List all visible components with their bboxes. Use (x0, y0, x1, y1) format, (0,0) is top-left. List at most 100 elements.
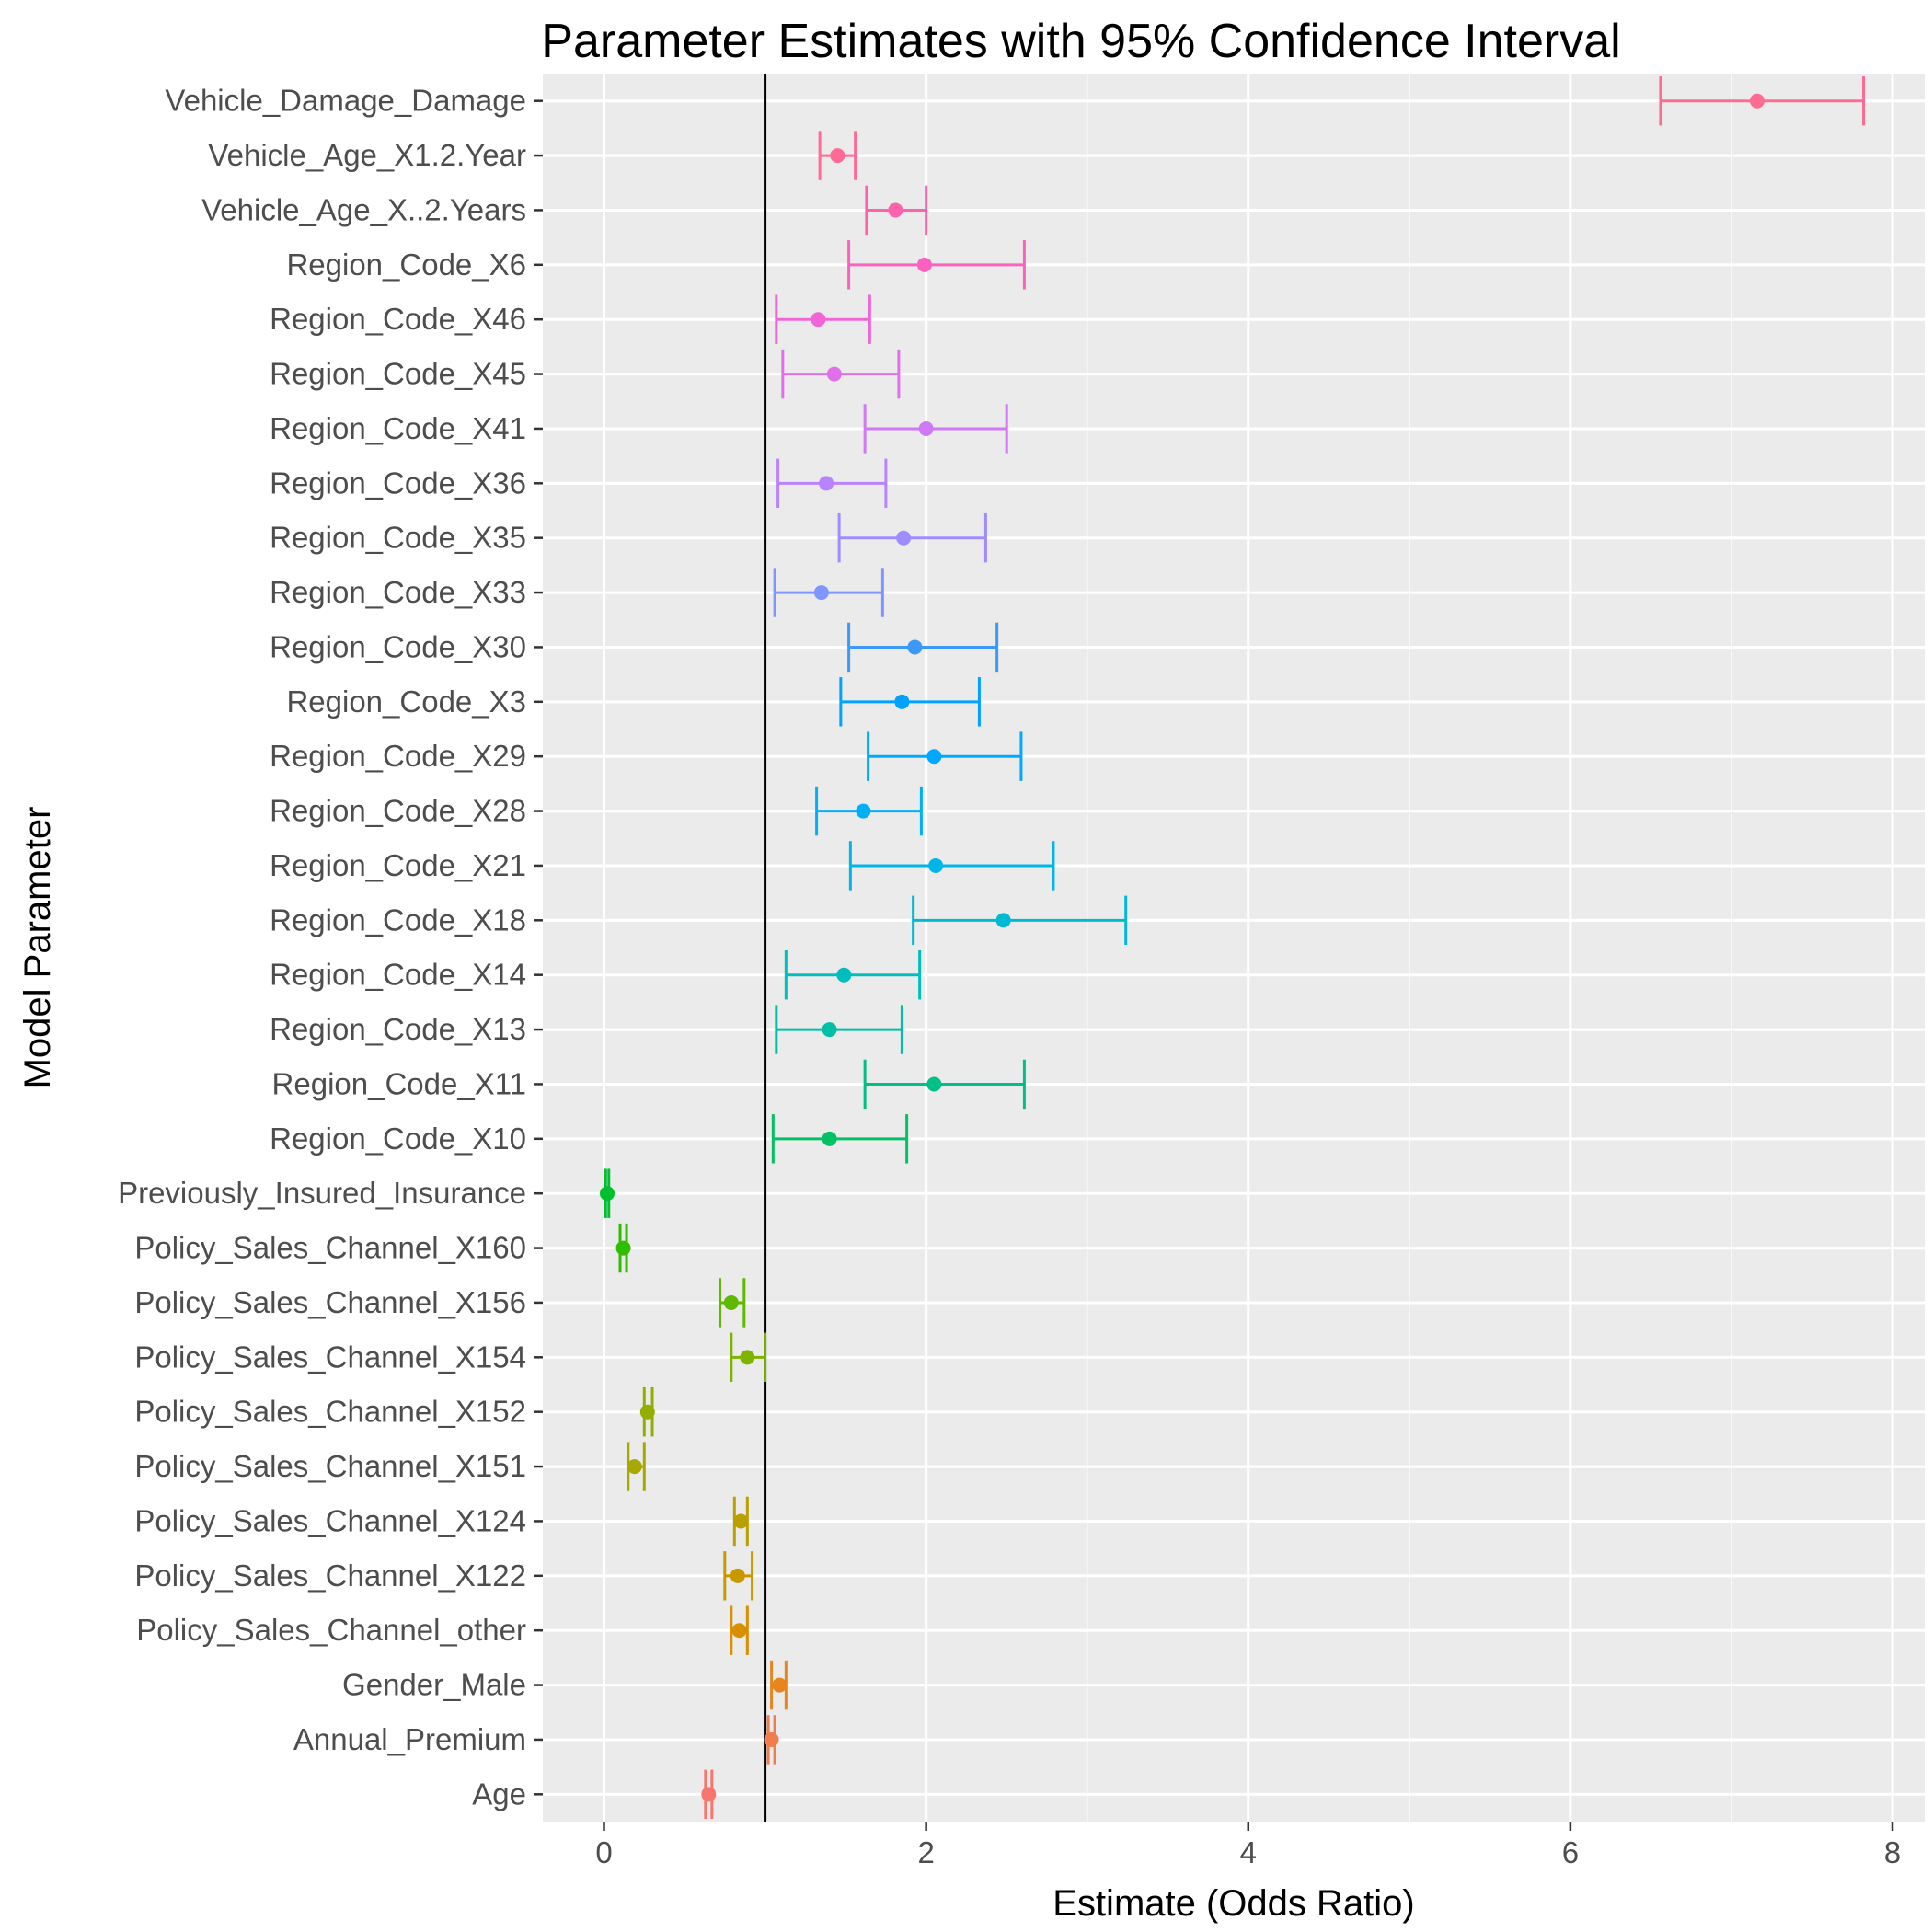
y-tick-label: Vehicle_Age_X..2.Years (201, 192, 526, 226)
y-tick-label: Region_Code_X21 (270, 848, 526, 882)
y-axis-labels: Age Annual_Premium Gender_Male Policy_Sales… (118, 84, 543, 1811)
error-bar-Region_Code_X30 (847, 622, 999, 673)
error-bar-Region_Code_X21 (848, 841, 1055, 891)
error-bar-Region_Code_X13 (775, 1005, 903, 1054)
estimate-point (723, 1294, 739, 1310)
error-bar-Age (701, 1769, 717, 1820)
x-tick-label: 2 (917, 1835, 934, 1869)
error-bar-Region_Code_X11 (863, 1059, 1026, 1110)
estimate-point (916, 257, 932, 272)
y-tick-label: Policy_Sales_Channel_X154 (134, 1340, 526, 1374)
x-axis: 0 2 4 6 8 (595, 1822, 1901, 1869)
y-tick-label: Policy_Sales_Channel_X124 (134, 1503, 526, 1537)
error-bar-Region_Code_X10 (771, 1114, 909, 1164)
y-tick-label: Region_Code_X46 (270, 302, 526, 336)
y-tick-label: Region_Code_X36 (270, 466, 526, 500)
estimate-point (826, 366, 842, 382)
estimate-point (928, 857, 944, 873)
estimate-point (907, 639, 923, 655)
y-tick-label: Policy_Sales_Channel_X152 (134, 1395, 526, 1429)
error-bar-Vehicle_Age_X..2.Years (865, 185, 928, 236)
estimate-point (733, 1513, 749, 1529)
y-tick-label: Region_Code_X10 (270, 1121, 526, 1156)
estimate-point (926, 749, 942, 765)
error-bar-Previously_Insured_Insurance (600, 1168, 615, 1218)
estimate-point (764, 1731, 779, 1747)
x-tick-label: 6 (1562, 1835, 1579, 1869)
error-bar-Policy_Sales_Channel_X154 (730, 1332, 767, 1383)
y-tick-label: Policy_Sales_Channel_X160 (134, 1231, 526, 1265)
y-tick-label: Region_Code_X11 (272, 1066, 526, 1100)
estimate-point (740, 1350, 755, 1365)
y-tick-label: Region_Code_X13 (270, 1012, 526, 1046)
error-bar-Region_Code_X6 (847, 240, 1026, 290)
error-bar-Region_Code_X3 (839, 677, 981, 727)
estimate-point (856, 803, 871, 819)
error-bar-Region_Code_X41 (863, 404, 1008, 454)
x-axis-title: Estimate (Odds Ratio) (1052, 1883, 1414, 1924)
error-bar-Policy_Sales_Channel_X124 (732, 1496, 749, 1547)
error-bar-Vehicle_Age_X1.2.Year (818, 131, 857, 180)
y-tick-label: Policy_Sales_Channel_other (136, 1613, 526, 1647)
estimate-point (701, 1787, 717, 1802)
error-bar-Vehicle_Damage_Damage (1659, 75, 1865, 126)
y-tick-label: Region_Code_X41 (270, 411, 526, 445)
y-tick-label: Previously_Insured_Insurance (118, 1176, 526, 1210)
error-bar-Region_Code_X46 (775, 294, 871, 344)
error-bar-Region_Code_X18 (912, 895, 1128, 946)
x-tick-label: 8 (1884, 1835, 1901, 1869)
y-tick-label: Region_Code_X35 (270, 521, 526, 555)
error-bar-Policy_Sales_Channel_X160 (615, 1223, 631, 1273)
estimate-point (894, 694, 910, 709)
error-bar-Region_Code_X35 (837, 512, 987, 563)
estimate-point (830, 148, 845, 164)
estimate-point (819, 476, 834, 491)
estimate-point (772, 1677, 788, 1693)
plot-panel (543, 74, 1925, 1822)
y-tick-label: Region_Code_X3 (286, 684, 526, 719)
estimate-point (888, 202, 903, 218)
y-tick-label: Region_Code_X18 (270, 903, 526, 937)
error-bar-Annual_Premium (764, 1715, 779, 1765)
estimate-point (731, 1623, 747, 1639)
error-bar-Region_Code_X36 (776, 458, 888, 509)
estimate-point (639, 1404, 655, 1420)
y-tick-label: Policy_Sales_Channel_X122 (134, 1558, 526, 1593)
estimate-point (813, 585, 829, 601)
estimate-point (615, 1240, 631, 1256)
error-bar-Policy_Sales_Channel_X122 (723, 1551, 754, 1601)
estimate-point (811, 312, 826, 328)
estimate-point (995, 913, 1011, 928)
y-tick-label: Policy_Sales_Channel_X156 (134, 1285, 526, 1319)
estimate-point (822, 1022, 837, 1038)
y-tick-label: Policy_Sales_Channel_X151 (134, 1449, 526, 1483)
error-bar-Gender_Male (770, 1660, 788, 1710)
error-bar-Policy_Sales_Channel_X151 (627, 1442, 646, 1491)
estimate-point (836, 967, 852, 983)
y-tick-label: Region_Code_X45 (270, 357, 526, 391)
y-tick-label: Region_Code_X14 (270, 958, 526, 992)
error-bar-Policy_Sales_Channel_X156 (719, 1278, 746, 1328)
y-axis-title: Model Parameter (17, 807, 58, 1089)
error-bar-Policy_Sales_Channel_X152 (639, 1386, 655, 1437)
estimate-point (896, 530, 912, 546)
error-bar-Region_Code_X14 (784, 949, 922, 1000)
y-tick-label: Vehicle_Damage_Damage (165, 84, 526, 118)
error-bar-Policy_Sales_Channel_other (730, 1605, 749, 1655)
y-tick-label: Region_Code_X30 (270, 629, 526, 663)
y-tick-label: Region_Code_X28 (270, 794, 526, 828)
error-bars (600, 74, 1865, 1822)
y-tick-label: Region_Code_X29 (270, 739, 526, 773)
x-tick-label: 4 (1240, 1835, 1257, 1869)
y-tick-label: Annual_Premium (293, 1722, 526, 1756)
y-tick-label: Region_Code_X6 (286, 247, 526, 282)
x-tick-label: 0 (595, 1835, 612, 1869)
error-bar-Region_Code_X45 (781, 349, 901, 399)
y-tick-label: Vehicle_Age_X1.2.Year (208, 138, 526, 172)
y-tick-label: Age (472, 1777, 526, 1811)
estimate-point (1749, 93, 1765, 109)
estimate-point (926, 1076, 942, 1092)
error-bar-Region_Code_X29 (867, 731, 1023, 781)
estimate-point (822, 1131, 837, 1146)
